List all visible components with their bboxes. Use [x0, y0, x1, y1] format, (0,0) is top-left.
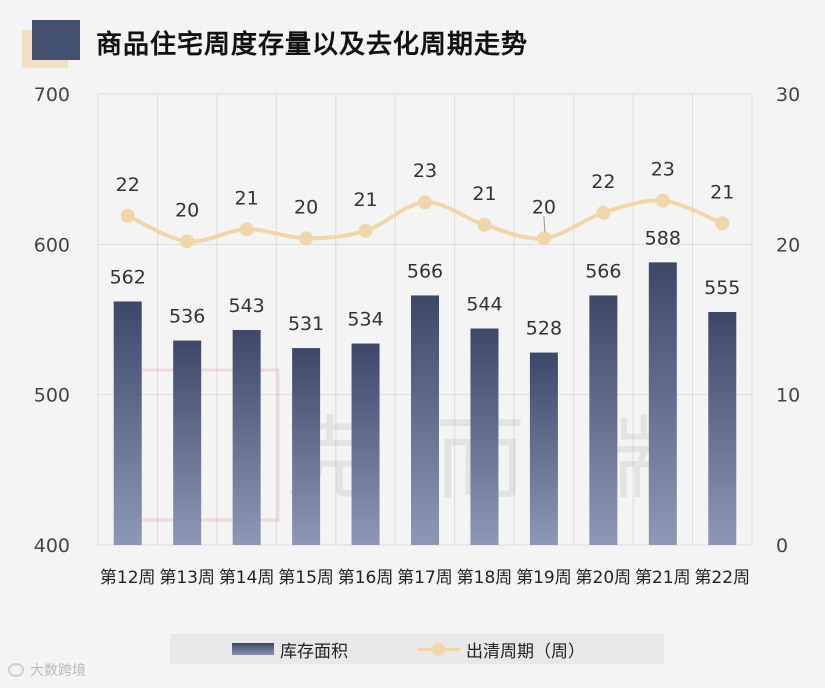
x-tick-label: 第22周	[694, 568, 750, 588]
bar-value-label: 543	[229, 295, 265, 317]
legend-item-cycle: 出清周期（周）	[418, 634, 585, 664]
x-tick-label: 第19周	[516, 568, 572, 588]
line-point	[715, 216, 730, 231]
legend-item-inventory: 库存面积	[232, 634, 348, 664]
legend-line-swatch	[418, 643, 460, 656]
line-value-label: 21	[353, 189, 377, 211]
line-point	[477, 217, 492, 232]
bar	[232, 330, 261, 545]
bar-value-label: 588	[645, 227, 681, 249]
y-left-tick-label: 700	[34, 84, 70, 106]
label-leader-line	[543, 216, 546, 233]
gridlines	[97, 93, 753, 546]
bar-value-label: 531	[288, 313, 324, 335]
legend-bar-swatch	[232, 643, 274, 655]
bar-value-label: 534	[347, 309, 383, 331]
x-tick-label: 第18周	[457, 568, 513, 588]
bar-value-label: 536	[169, 306, 205, 328]
bar-series	[113, 262, 737, 545]
line-value-label: 23	[413, 160, 437, 182]
data-labels: 562 536 543 531 534 566 544 528 566 588 555 22 20 21 2…	[110, 159, 741, 340]
line-point	[418, 195, 432, 210]
x-tick-label: 第20周	[576, 568, 632, 588]
bar	[173, 340, 202, 545]
bar-value-label: 528	[526, 318, 562, 340]
source-label: 大数跨境	[8, 660, 86, 680]
source-text: 大数跨境	[30, 663, 86, 679]
line-value-label: 23	[651, 159, 675, 181]
bar	[113, 301, 142, 545]
line-point	[596, 205, 611, 220]
bar-value-label: 544	[466, 294, 502, 316]
bar-value-label: 566	[585, 260, 621, 282]
y-right-tick-label: 0	[776, 535, 788, 557]
y-left-tick-label: 400	[34, 535, 70, 557]
line-value-label: 21	[710, 181, 734, 203]
bar-value-label: 555	[704, 277, 740, 299]
chart-title: 商品住宅周度存量以及去化周期走势	[96, 30, 529, 60]
line-value-label: 22	[591, 171, 615, 193]
line-series	[120, 193, 730, 249]
bar	[411, 295, 439, 545]
line-point	[536, 231, 551, 246]
legend-label-inventory: 库存面积	[280, 641, 348, 662]
axes: 4005006007000102030第12周 第13周 第14周 第15周 第16周第…	[34, 84, 800, 588]
y-right-tick-label: 20	[776, 234, 800, 256]
y-left-tick-label: 600	[34, 234, 70, 256]
y-right-tick-label: 30	[776, 84, 800, 106]
line-point	[655, 193, 670, 208]
bar	[529, 352, 558, 545]
y-right-tick-label: 10	[776, 385, 800, 407]
x-tick-label: 第13周	[159, 568, 215, 588]
x-tick-label: 第15周	[278, 568, 334, 588]
bar	[292, 348, 321, 545]
bar	[708, 311, 737, 545]
line-point	[299, 231, 314, 246]
line-value-label: 20	[532, 196, 556, 218]
x-tick-label: 第16周	[338, 568, 394, 588]
bar	[648, 262, 677, 545]
line-value-label: 20	[294, 196, 318, 218]
line-point	[358, 223, 373, 238]
line-value-label: 21	[235, 187, 259, 209]
line-value-label: 20	[175, 199, 199, 221]
line-point	[239, 222, 254, 237]
x-tick-label: 第14周	[219, 568, 275, 588]
source-logo-icon	[8, 663, 24, 677]
line-value-label: 21	[472, 183, 496, 205]
bar	[589, 295, 618, 545]
line-point	[120, 208, 135, 223]
line-point	[180, 234, 195, 249]
bar	[351, 343, 380, 545]
line-value-label: 22	[116, 174, 140, 196]
y-left-tick-label: 500	[34, 385, 70, 407]
bar-value-label: 566	[407, 260, 443, 282]
bar-value-label: 562	[110, 266, 146, 288]
x-tick-label: 第21周	[635, 568, 691, 588]
title-bar: 商品住宅周度存量以及去化周期走势	[0, 0, 825, 80]
bar	[470, 328, 499, 545]
legend-label-cycle: 出清周期（周）	[466, 641, 585, 662]
x-tick-label: 第17周	[397, 568, 453, 588]
title-square-icon	[32, 20, 80, 60]
legend: 库存面积 出清周期（周）	[170, 634, 664, 664]
x-tick-label: 第12周	[100, 568, 156, 588]
